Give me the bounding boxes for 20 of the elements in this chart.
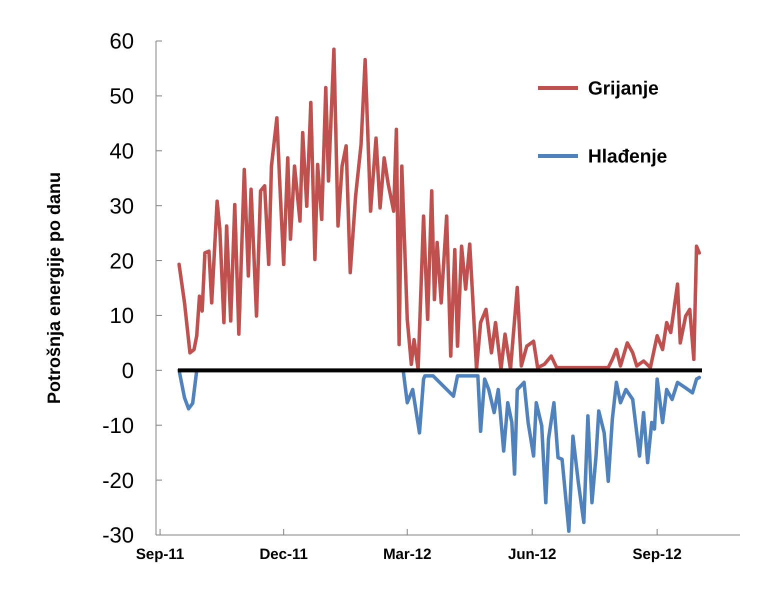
y-tick-label: 20 (110, 248, 134, 274)
y-tick-label: 10 (110, 303, 134, 328)
y-tick-label: -10 (102, 412, 134, 438)
y-tick-label: -30 (102, 522, 134, 548)
x-tick-label: Mar-12 (383, 546, 432, 563)
x-tick-label: Sep-11 (136, 546, 184, 563)
line-series (177, 47, 702, 371)
y-axis-title: Potrošnja energije po danu (44, 172, 64, 404)
y-tick-label: 40 (110, 138, 134, 164)
x-tick-label: Jun-12 (508, 546, 556, 563)
line-series (177, 368, 702, 533)
y-tick-label: 30 (110, 193, 134, 218)
y-tick-label: 50 (110, 84, 134, 109)
x-tick-label: Dec-11 (259, 546, 308, 563)
y-tick-label: -20 (102, 468, 134, 493)
y-tick-label: 0 (122, 358, 134, 384)
legend-label: Hlađenje (588, 146, 668, 168)
x-tick-label: Sep-12 (632, 546, 682, 563)
y-tick-label: 60 (110, 28, 134, 54)
legend-label: Grijanje (588, 78, 659, 100)
